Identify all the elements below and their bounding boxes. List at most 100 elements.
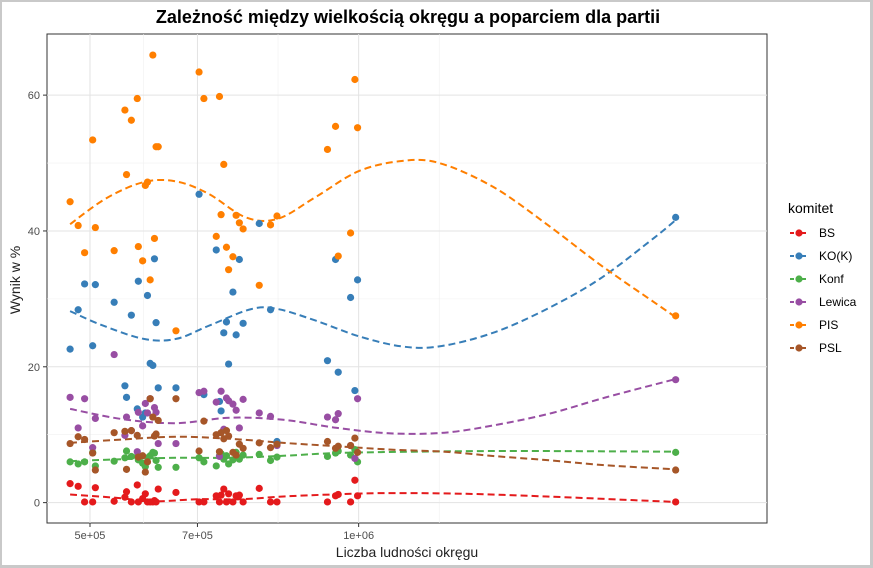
point-ko-k	[323, 357, 332, 365]
point-ko-k	[154, 384, 162, 392]
trend-line-pis	[69, 158, 677, 319]
point-psl	[266, 444, 275, 452]
point-ko-k	[222, 318, 231, 326]
point-ko-k	[212, 246, 220, 254]
point-konf	[172, 463, 180, 471]
point-ko-k	[266, 306, 275, 314]
point-lewica	[91, 414, 99, 423]
point-ko-k	[351, 386, 359, 395]
point-pis	[323, 145, 332, 154]
point-lewica	[672, 376, 680, 384]
point-lewica	[235, 424, 243, 432]
point-pis	[220, 160, 228, 168]
point-pis	[154, 143, 162, 151]
y-tick-label: 20	[28, 362, 40, 374]
point-psl	[110, 429, 118, 437]
point-ko-k	[110, 298, 118, 306]
point-bs	[91, 484, 99, 492]
point-lewica	[89, 444, 97, 452]
point-konf	[222, 452, 231, 460]
point-bs	[152, 498, 160, 506]
point-lewica	[133, 448, 141, 456]
point-pis	[149, 51, 157, 59]
point-konf	[273, 453, 281, 461]
point-lewica	[81, 395, 89, 403]
point-ko-k	[152, 319, 160, 327]
point-psl	[255, 439, 263, 447]
point-bs	[220, 485, 228, 493]
point-pis	[81, 249, 89, 257]
point-pis	[66, 198, 74, 206]
point-ko-k	[121, 382, 129, 390]
point-bs	[334, 490, 342, 499]
y-tick-label: 60	[28, 90, 40, 102]
point-lewica	[200, 387, 208, 395]
x-axis-label: Liczba ludności okręgu	[336, 544, 478, 560]
point-psl	[323, 437, 332, 446]
point-pis	[334, 252, 342, 260]
point-pis	[255, 281, 263, 289]
legend-item-pis: PIS	[790, 318, 838, 332]
point-lewica	[212, 398, 220, 406]
point-konf	[239, 451, 247, 459]
point-ko-k	[122, 393, 131, 401]
point-lewica	[229, 400, 237, 408]
point-lewica	[66, 393, 74, 401]
legend-item-bs: BS	[790, 226, 835, 240]
legend-item-konf: Konf	[790, 272, 844, 286]
point-bs	[229, 498, 237, 506]
point-pis	[172, 327, 180, 335]
point-lewica	[351, 454, 359, 463]
point-psl	[334, 442, 342, 450]
point-psl	[225, 432, 233, 440]
point-bs	[222, 498, 231, 506]
point-bs	[74, 482, 82, 490]
point-bs	[172, 488, 180, 497]
point-pis	[122, 170, 131, 179]
point-psl	[273, 440, 281, 448]
point-psl	[121, 427, 129, 435]
point-konf	[672, 448, 680, 456]
legend-label: KO(K)	[819, 249, 852, 263]
point-lewica	[239, 395, 247, 403]
point-bs	[89, 498, 97, 506]
point-psl	[200, 417, 208, 425]
point-pis	[229, 253, 237, 261]
point-konf	[74, 460, 82, 468]
point-lewica	[74, 424, 82, 432]
point-lewica	[134, 408, 142, 416]
point-ko-k	[346, 293, 355, 302]
point-psl	[152, 430, 160, 438]
point-bs	[353, 492, 362, 500]
point-ko-k	[217, 407, 225, 415]
point-pis	[133, 94, 141, 103]
point-psl	[122, 465, 131, 473]
point-bs	[225, 490, 233, 498]
point-pis	[74, 221, 82, 230]
point-ko-k	[232, 331, 240, 339]
point-psl	[239, 444, 247, 452]
point-konf	[323, 452, 332, 461]
legend-item-psl: PSL	[790, 341, 842, 355]
point-pis	[225, 266, 233, 274]
point-psl	[146, 395, 154, 403]
point-ko-k	[127, 311, 135, 319]
point-lewica	[143, 409, 152, 417]
legend-key-point	[795, 344, 803, 352]
point-lewica	[323, 413, 332, 421]
point-ko-k	[220, 329, 228, 337]
point-pis	[200, 94, 208, 103]
point-lewica	[122, 413, 131, 421]
point-psl	[81, 435, 89, 444]
point-psl	[91, 466, 99, 474]
point-bs	[215, 498, 224, 506]
point-bs	[351, 476, 359, 484]
point-lewica	[353, 395, 362, 403]
data-points	[66, 51, 680, 506]
point-bs	[127, 498, 135, 506]
point-bs	[122, 488, 131, 496]
point-psl	[232, 451, 240, 459]
point-pis	[266, 221, 275, 229]
point-pis	[672, 312, 680, 320]
legend-label: PSL	[819, 341, 842, 355]
